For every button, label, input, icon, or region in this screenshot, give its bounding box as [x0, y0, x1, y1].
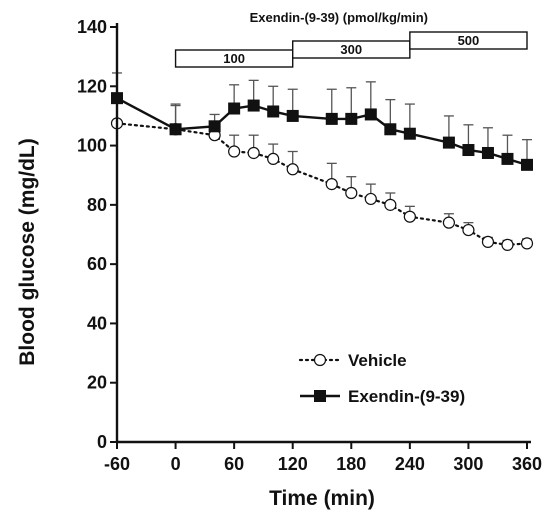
- x-axis-title: Time (min): [269, 487, 375, 510]
- legend-label-0: Vehicle: [348, 351, 407, 370]
- vehicle-point: [520, 237, 534, 250]
- exendin-point: [364, 108, 377, 121]
- exendin-point: [501, 152, 514, 165]
- vehicle-point: [247, 146, 260, 160]
- exendin-point: [442, 136, 455, 149]
- y-axis-title: Blood glucose (mg/dL): [16, 138, 39, 365]
- vehicle-point: [345, 186, 358, 200]
- y-tick-label: 40: [87, 313, 107, 333]
- exendin-point: [286, 109, 299, 122]
- vehicle-point: [267, 152, 280, 166]
- x-tick-label: 180: [336, 454, 366, 474]
- x-tick-label: 240: [395, 454, 425, 474]
- infusion-title: Exendin-(9-39) (pmol/kg/min): [250, 10, 428, 25]
- legend-marker-0: [313, 353, 327, 367]
- vehicle-point: [462, 223, 475, 237]
- dose-label-100: 100: [223, 51, 245, 66]
- exendin-point: [403, 127, 416, 140]
- y-tick-label: 140: [77, 17, 107, 37]
- x-tick-label: -60: [104, 454, 130, 474]
- x-tick-label: 360: [512, 454, 542, 474]
- vehicle-point: [286, 163, 299, 176]
- exendin-point: [462, 144, 475, 157]
- dose-box-500: [409, 31, 528, 50]
- legend-label-1: Exendin-(9-39): [348, 387, 465, 406]
- exendin-point: [267, 105, 280, 118]
- legend: Vehicle Exendin-(9-39): [298, 351, 465, 406]
- vehicle-point: [384, 198, 397, 211]
- vehicle-line: [115, 122, 529, 246]
- data-points: [110, 92, 534, 251]
- vehicle-point: [364, 192, 377, 206]
- exendin-point: [345, 112, 358, 125]
- vehicle-point: [501, 238, 514, 251]
- x-tick-label: 0: [171, 454, 181, 474]
- x-tick-label: 120: [278, 454, 308, 474]
- infusion-bracket: Exendin-(9-39) (pmol/kg/min) 100 300 500: [174, 10, 528, 68]
- dose-label-300: 300: [340, 42, 362, 57]
- exendin-point: [384, 123, 397, 136]
- vehicle-point: [403, 210, 416, 223]
- y-tick-label: 120: [77, 76, 107, 96]
- exendin-point: [169, 123, 182, 136]
- exendin-point: [208, 120, 221, 133]
- x-tick-label: 60: [224, 454, 244, 474]
- y-tick-label: 20: [87, 373, 107, 393]
- vehicle-point: [228, 145, 241, 158]
- y-tick-label: 0: [97, 432, 107, 452]
- axes: [110, 23, 531, 449]
- exendin-point: [247, 99, 260, 112]
- y-tick-label: 100: [77, 136, 107, 156]
- vehicle-point: [481, 235, 495, 249]
- y-tick-label: 60: [87, 254, 107, 274]
- dose-label-500: 500: [458, 33, 480, 48]
- error-bars: [112, 72, 532, 245]
- exendin-point: [325, 112, 338, 125]
- x-tick-label: 300: [453, 454, 483, 474]
- vehicle-point: [442, 216, 456, 229]
- vehicle-point: [325, 178, 338, 191]
- exendin-point: [228, 102, 241, 115]
- exendin-point: [521, 158, 533, 171]
- legend-marker-1: [314, 390, 326, 402]
- exendin-point: [481, 146, 494, 159]
- y-tick-label: 80: [87, 195, 107, 215]
